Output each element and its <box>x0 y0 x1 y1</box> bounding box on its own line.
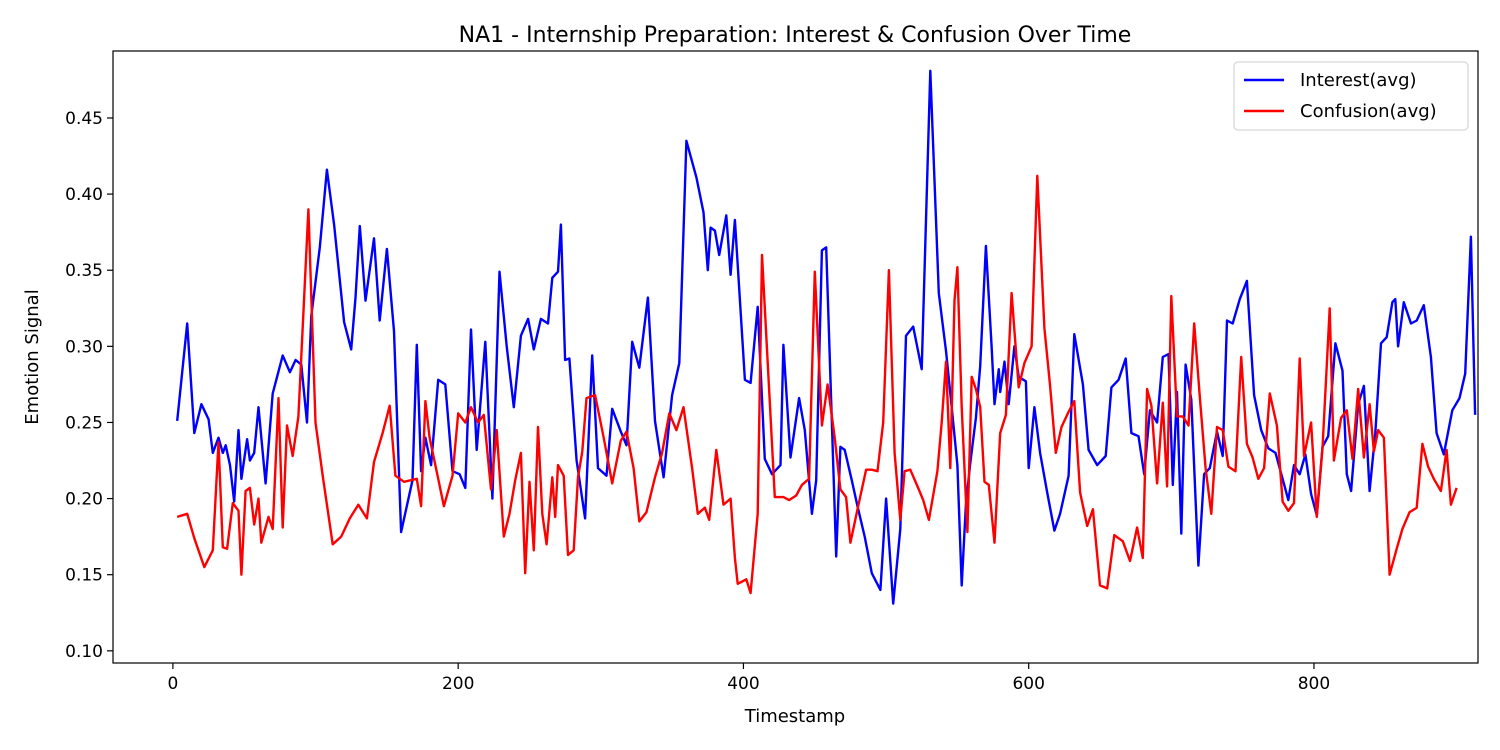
y-axis: 0.10 0.15 0.20 0.25 0.30 0.35 0.40 0.45 <box>65 109 113 662</box>
x-tick-label: 800 <box>1298 674 1330 694</box>
legend: Interest(avg) Confusion(avg) <box>1233 61 1469 131</box>
x-axis-label: Timestamp <box>744 706 845 727</box>
y-tick-label: 0.25 <box>65 413 103 433</box>
series-line-interest-avg <box>176 69 1477 605</box>
y-tick-label: 0.45 <box>65 109 103 129</box>
chart-title: NA1 - Internship Preparation: Interest &… <box>459 23 1132 48</box>
y-tick-label: 0.40 <box>65 185 103 205</box>
x-axis: 0 200 400 600 800 <box>167 663 1330 694</box>
legend-label-interest: Interest(avg) <box>1300 70 1417 91</box>
plot-frame <box>112 50 1479 664</box>
series-layer <box>176 69 1477 605</box>
legend-label-confusion: Confusion(avg) <box>1300 101 1437 122</box>
x-tick-label: 400 <box>727 674 759 694</box>
y-tick-label: 0.20 <box>65 490 103 510</box>
y-axis-label: Emotion Signal <box>22 289 43 424</box>
y-tick-label: 0.10 <box>65 642 103 662</box>
x-tick-label: 600 <box>1012 674 1044 694</box>
plot-area: 0 200 400 600 800 0.100.150.200.250.300.350.… <box>65 50 1479 694</box>
y-tick-label: 0.15 <box>65 566 103 586</box>
series-line-confusion-avg <box>176 174 1458 595</box>
x-tick-label: 200 <box>442 674 474 694</box>
x-tick-label: 0 <box>167 674 178 694</box>
y-tick-label: 0.35 <box>65 261 103 281</box>
y-tick-label: 0.30 <box>65 337 103 357</box>
legend-box <box>1233 61 1469 131</box>
